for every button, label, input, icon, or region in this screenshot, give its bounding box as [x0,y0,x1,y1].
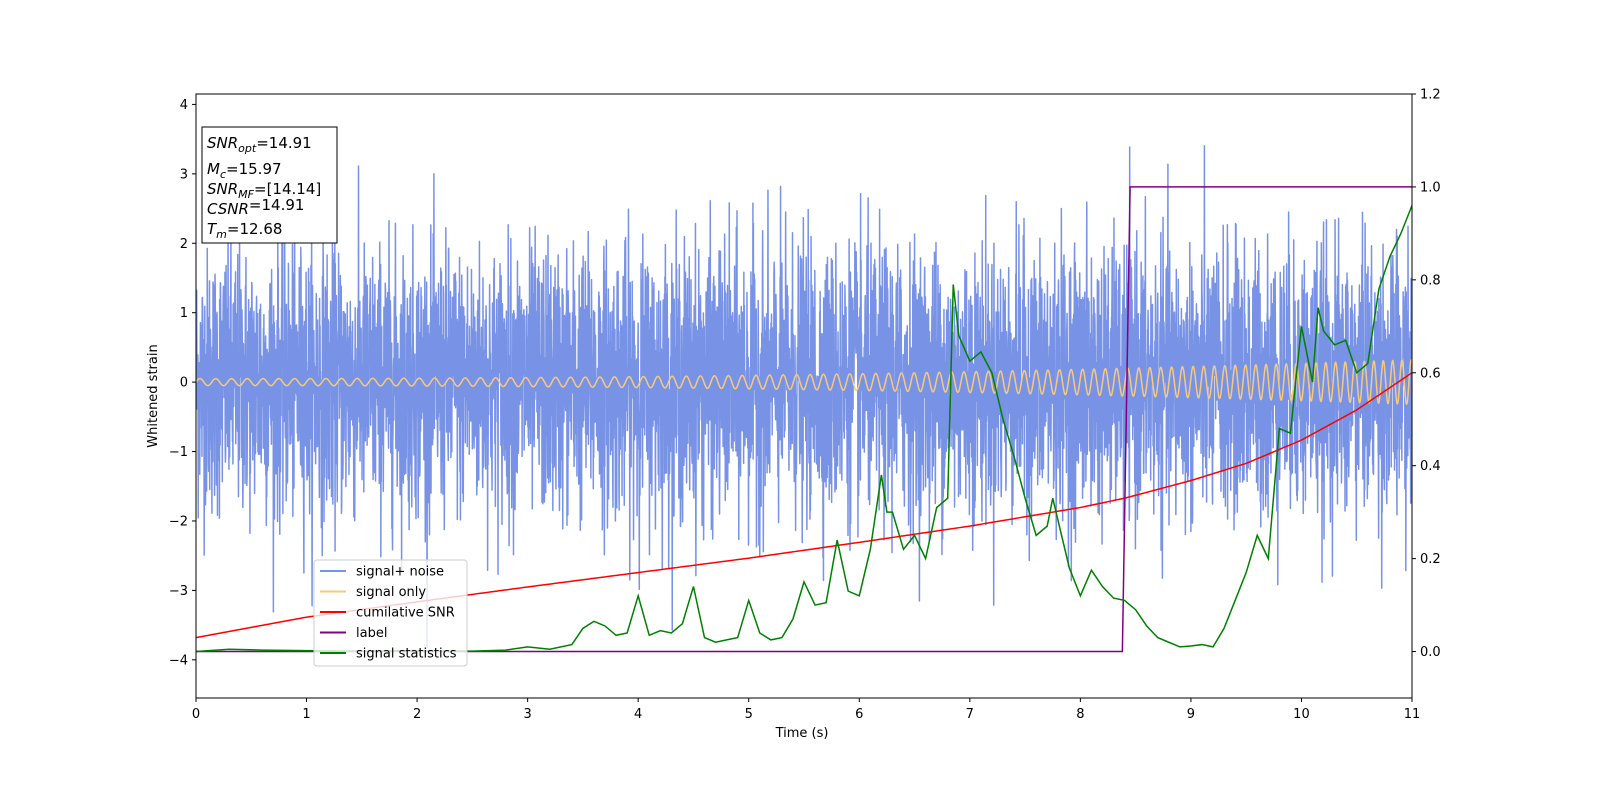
annotation-frame [201,126,338,244]
annotation-snr-mf: SNRMF=[14.14] [207,180,321,201]
x-tick-label: 4 [634,707,642,722]
y-right-tick-label: 1.0 [1420,180,1441,195]
plot-frame [195,93,1413,699]
x-tick-label: 0 [192,707,200,722]
y-tick-label: 0 [180,376,188,391]
y-axis-right: 1.2 1.0 0.8 0.6 0.4 0.2 0.0 [1412,88,1441,660]
x-tick-label: 3 [523,707,531,722]
legend-label: cumilative SNR [356,606,455,621]
series-line-signal-noise [196,145,1412,649]
legend-frame [313,559,468,667]
x-tick-label: 2 [413,707,421,722]
y-right-tick-label: 1.2 [1420,88,1441,103]
x-tick-label: 10 [1293,707,1310,722]
y-right-tick-label: 0.4 [1420,459,1441,474]
y-tick-label: 4 [180,98,188,113]
annotation-box: SNRopt=14.91 Mc=15.97 SNRMF=[14.14] CSNR… [201,126,338,244]
series-line-label [196,186,1412,653]
x-tick-label: 6 [855,707,863,722]
y-tick-label: 3 [180,167,188,182]
legend: signal+ noise signal only cumilative SNR la… [313,559,468,667]
x-tick-label: 1 [302,707,310,722]
y-right-tick-label: 0.8 [1420,273,1441,288]
y-right-tick-label: 0.2 [1420,552,1441,567]
y-tick-label: −4 [169,653,188,668]
annotation-snr-opt: SNRopt=14.91 [207,134,312,155]
y-tick-label: −1 [169,445,188,460]
annotation-tm: Tm=12.68 [207,220,282,241]
series-line-signal-only [196,358,1412,405]
annotation-csnr: CSNR=14.91 [207,196,304,218]
y-tick-label: −3 [169,584,188,599]
x-tick-label: 7 [966,707,974,722]
legend-label: signal+ noise [356,565,444,580]
x-tick-label: 11 [1404,707,1421,722]
y-tick-label: 1 [180,306,188,321]
y-tick-label: −2 [169,514,188,529]
x-tick-label: 8 [1076,707,1084,722]
y-axis-label: Whitened strain [146,344,161,447]
annotation-mc: Mc=15.97 [207,160,282,181]
x-tick-label: 5 [745,707,753,722]
x-tick-label: 9 [1187,707,1195,722]
legend-label: signal statistics [356,647,457,662]
x-axis-label: Time (s) [775,726,829,741]
y-right-tick-label: 0.0 [1420,645,1441,660]
series-line-signal-statistics [196,205,1412,653]
x-axis: 0 1 2 3 4 5 6 7 8 9 10 11 [192,698,1420,722]
legend-label: signal only [356,585,426,600]
y-right-tick-label: 0.6 [1420,366,1441,381]
y-tick-label: 2 [180,237,188,252]
y-axis-left: 4 3 2 1 0 −1 −2 −3 −4 [169,98,196,668]
legend-label: label [356,626,387,641]
